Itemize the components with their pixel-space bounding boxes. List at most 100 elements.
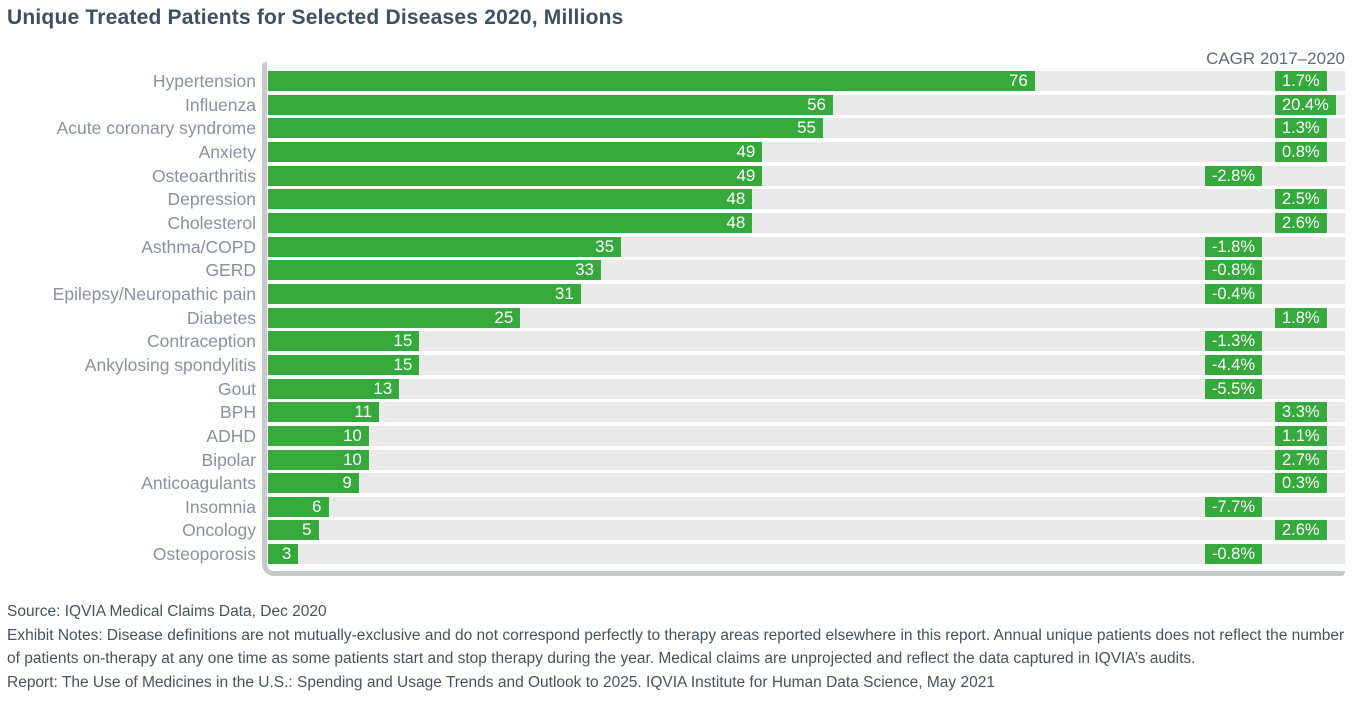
bar-value-label: 15 — [393, 331, 413, 351]
bar-value-label: 10 — [342, 425, 362, 445]
cagr-badge: 1.7% — [1275, 71, 1327, 91]
bar-value-label: 55 — [797, 118, 816, 138]
bar-value-label: 3 — [281, 544, 292, 564]
bar-row: 3 Osteoporosis -0.8% — [153, 544, 1345, 565]
bar-value-label: 5 — [302, 520, 312, 540]
row-track — [268, 496, 1345, 517]
bar: 13 — [268, 378, 400, 399]
category-label: Gout — [218, 378, 256, 399]
category-label: GERD — [205, 260, 256, 281]
bar: 6 — [268, 496, 329, 517]
bar-row: 10 ADHD 1.1% — [206, 425, 1345, 446]
row-track — [268, 425, 1345, 446]
bar-row: 25 Diabetes 1.8% — [187, 307, 1345, 328]
bar-row: 55 Acute coronary syndrome 1.3% — [57, 118, 1345, 139]
category-label: Acute coronary syndrome — [56, 118, 256, 139]
bar-value-label: 56 — [807, 94, 826, 114]
bar-row: 11 BPH 3.3% — [220, 402, 1345, 423]
bar: 10 — [268, 425, 369, 446]
category-label: Depression — [167, 189, 256, 210]
cagr-badge: -1.8% — [1204, 236, 1262, 257]
bar-row: 56 Influenza 20.4% — [185, 94, 1345, 115]
row-track — [268, 354, 1345, 375]
category-label: Anticoagulants — [141, 473, 256, 494]
bar-value-label: 49 — [736, 141, 756, 161]
bar: 10 — [268, 449, 369, 470]
category-label: Hypertension — [152, 71, 256, 91]
bar-value-label: 35 — [595, 236, 615, 256]
bar: 49 — [268, 141, 763, 162]
bar: 48 — [268, 189, 753, 210]
category-label: Influenza — [184, 94, 256, 115]
bar: 55 — [268, 118, 823, 139]
category-label: Osteoporosis — [152, 544, 256, 565]
bar-row: 5 Oncology 2.6% — [182, 520, 1345, 541]
category-label: Oncology — [182, 520, 256, 541]
bar-value-label: 31 — [554, 283, 574, 303]
category-label: Osteoarthritis — [151, 165, 256, 186]
bar-row: 76 Hypertension 1.7% — [153, 71, 1345, 91]
row-track — [268, 544, 1345, 565]
bar-row: 9 Anticoagulants 0.3% — [141, 473, 1345, 494]
cagr-badge: 2.7% — [1275, 449, 1327, 470]
bar-value-label: 48 — [726, 212, 746, 232]
bar: 35 — [268, 236, 622, 257]
bar: 5 — [268, 520, 319, 541]
bar-value-label: 33 — [575, 260, 594, 280]
bar: 33 — [268, 260, 601, 281]
cagr-badge: -0.8% — [1204, 544, 1262, 565]
bar-row: 13 Gout -5.5% — [218, 378, 1345, 399]
category-label: BPH — [220, 402, 256, 423]
row-track — [268, 402, 1345, 423]
cagr-column-header: CAGR 2017–2020 — [1206, 49, 1345, 68]
cagr-badge: -7.7% — [1204, 496, 1262, 517]
row-track — [268, 307, 1345, 328]
bar-row: 35 Asthma/COPD -1.8% — [141, 236, 1345, 257]
bar-row: 48 Cholesterol 2.6% — [167, 212, 1345, 233]
cagr-badge: 2.6% — [1275, 520, 1327, 541]
bar-value-label: 6 — [312, 496, 322, 516]
cagr-badge: 1.8% — [1275, 307, 1327, 328]
row-track — [268, 520, 1345, 541]
bar-value-label: 76 — [1008, 71, 1028, 90]
bar-value-label: 9 — [342, 473, 352, 493]
row-track — [268, 449, 1345, 470]
cagr-badge: -5.5% — [1204, 378, 1262, 399]
cagr-badge: 2.5% — [1275, 189, 1327, 210]
source-note: Source: IQVIA Medical Claims Data, Dec 2… — [7, 603, 327, 620]
report-note: Report: The Use of Medicines in the U.S.… — [7, 673, 995, 691]
bar-row: 49 Osteoarthritis -2.8% — [152, 165, 1345, 186]
bar: 48 — [268, 212, 753, 233]
category-label: Epilepsy/Neuropathic pain — [52, 283, 256, 304]
category-label: Contraception — [147, 331, 256, 352]
bar: 11 — [268, 402, 379, 423]
bar-row: 10 Bipolar 2.7% — [202, 449, 1345, 470]
cagr-badge: 2.6% — [1275, 212, 1327, 233]
category-label: Ankylosing spondylitis — [84, 354, 256, 375]
cagr-badge: 1.3% — [1275, 118, 1327, 139]
category-label: Cholesterol — [167, 212, 256, 233]
category-label: Asthma/COPD — [141, 236, 256, 257]
bar-row: 6 Insomnia -7.7% — [185, 496, 1345, 517]
bar-row: 49 Anxiety 0.8% — [199, 141, 1345, 162]
category-label: Bipolar — [201, 449, 256, 470]
cagr-badge: 3.3% — [1275, 402, 1327, 423]
bar: 3 — [268, 544, 299, 565]
cagr-badge: -0.4% — [1204, 283, 1262, 304]
category-label: Anxiety — [198, 141, 256, 162]
chart-axis-frame — [262, 62, 1345, 576]
page-title: Unique Treated Patients for Selected Dis… — [7, 6, 624, 29]
bar-row: 31 Epilepsy/Neuropathic pain -0.4% — [53, 283, 1345, 304]
bar: 25 — [268, 307, 521, 328]
bar: 31 — [268, 283, 581, 304]
category-label: Insomnia — [184, 496, 256, 517]
cagr-badge: -1.3% — [1204, 331, 1262, 352]
cagr-badge: 20.4% — [1275, 94, 1336, 115]
cagr-badge: 0.3% — [1275, 473, 1327, 494]
cagr-badge: 0.8% — [1275, 141, 1327, 162]
bar: 56 — [268, 94, 833, 115]
cagr-badge: 1.1% — [1275, 425, 1327, 446]
bar-row: 15 Ankylosing spondylitis -4.4% — [85, 354, 1345, 375]
chart-footnotes: Source: IQVIA Medical Claims Data, Dec 2… — [7, 600, 1347, 694]
bar: 49 — [268, 165, 763, 186]
